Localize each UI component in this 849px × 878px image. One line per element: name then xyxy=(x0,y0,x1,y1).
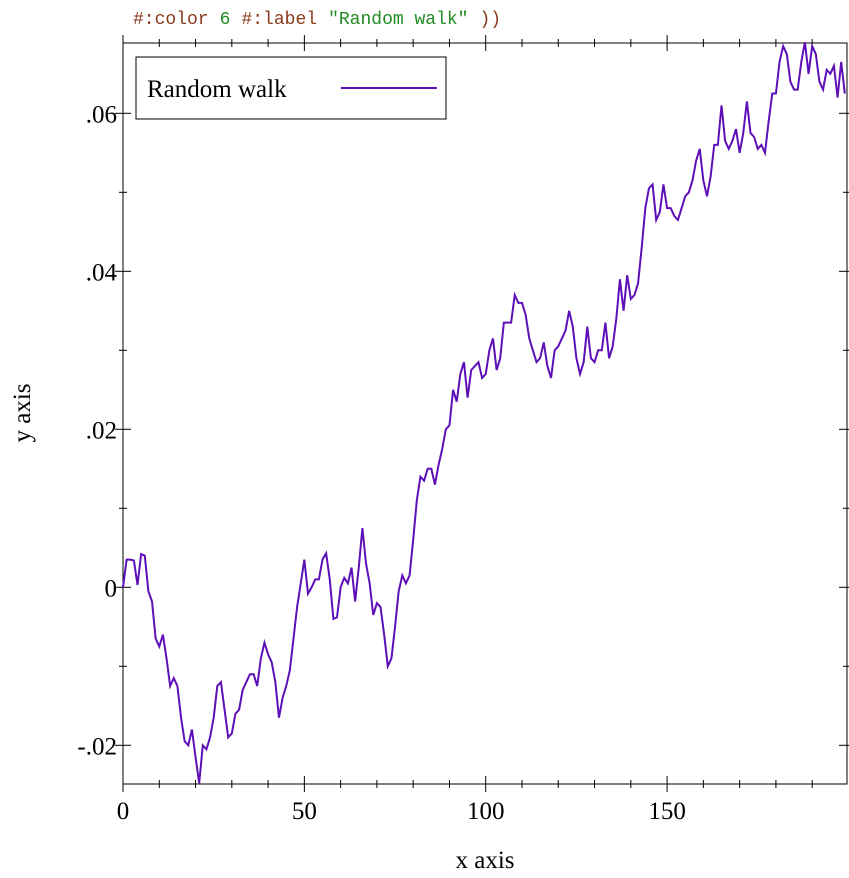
y-tick-label: .04 xyxy=(86,259,118,286)
legend-label: Random walk xyxy=(147,76,287,103)
code-line: #:color 6 #:label "Random walk")) xyxy=(133,10,501,30)
y-axis-label: y axis xyxy=(9,383,36,442)
x-tick-label: 0 xyxy=(117,798,130,825)
x-axis-label: x axis xyxy=(455,847,514,874)
code-token: 6 xyxy=(220,10,231,30)
series-line xyxy=(122,42,846,784)
y-tick-label: .06 xyxy=(86,101,117,128)
code-token: #:color xyxy=(133,10,209,30)
y-tick-label: .02 xyxy=(86,417,117,444)
plot-frame xyxy=(122,42,848,785)
x-tick-label: 100 xyxy=(467,798,505,825)
y-tick-label: 0 xyxy=(105,575,118,602)
code-token: )) xyxy=(480,10,502,30)
code-token: "Random walk" xyxy=(328,10,468,30)
x-tick-label: 50 xyxy=(292,798,317,825)
x-tick-label: 150 xyxy=(648,798,686,825)
y-tick-label: -.02 xyxy=(77,733,117,760)
code-token: #:label xyxy=(241,10,317,30)
